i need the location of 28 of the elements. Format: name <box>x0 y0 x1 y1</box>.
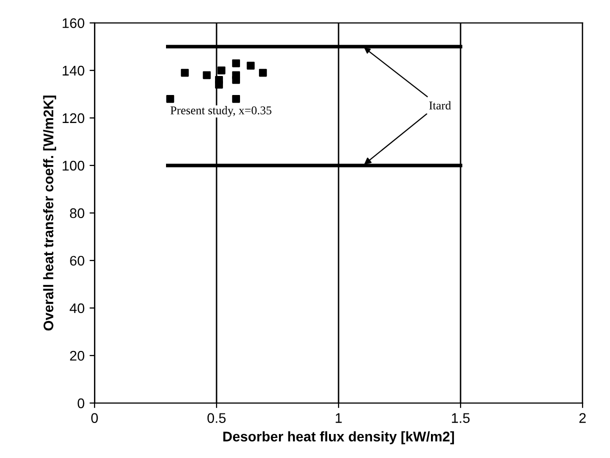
y-tick-label: 20 <box>70 350 84 361</box>
point <box>166 94 174 103</box>
x-tick-label: 0.5 <box>207 413 226 423</box>
x-axis-title: Desorber heat flux density [kW/m2] <box>223 431 454 444</box>
point <box>217 66 226 74</box>
x-tick-label: 1 <box>336 413 342 423</box>
point <box>180 68 189 77</box>
point <box>232 59 240 68</box>
annotation: Itard <box>429 101 451 110</box>
y-tick-label: 80 <box>70 208 84 218</box>
x-tick-label: 2 <box>579 413 586 423</box>
point <box>246 62 255 70</box>
y-axis-title: Overall heat transfer coeff. [W/m2K] <box>43 96 56 330</box>
point <box>258 68 267 77</box>
y-tick-label: 100 <box>62 160 84 171</box>
x-tick-label: 1.5 <box>452 413 470 423</box>
x-tick-label: 0 <box>91 413 98 423</box>
y-tick-label: 140 <box>62 66 84 76</box>
y-tick-label: 40 <box>70 303 84 314</box>
y-tick-label: 0 <box>78 398 84 408</box>
point <box>202 71 211 80</box>
point <box>215 80 223 89</box>
annotation: Present study, x=0.35 <box>170 106 272 117</box>
point <box>232 94 240 103</box>
y-tick-label: 160 <box>62 18 84 28</box>
y-tick-label: 120 <box>62 113 84 124</box>
point <box>232 76 240 84</box>
y-tick-label: 60 <box>70 256 84 266</box>
